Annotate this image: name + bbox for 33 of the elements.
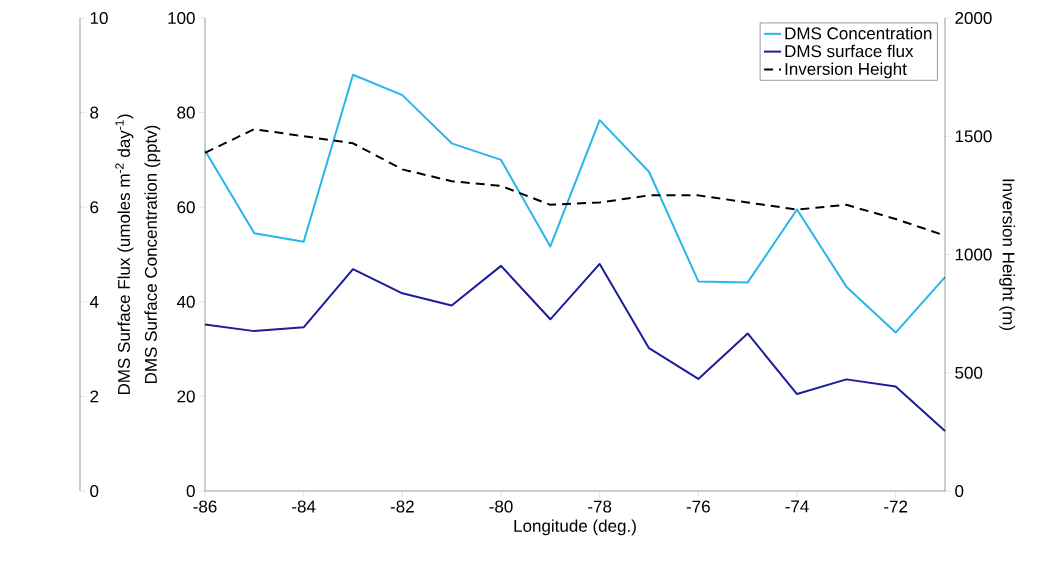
y-tick-label: 100 <box>168 11 195 25</box>
y-tick-label: 40 <box>176 295 195 308</box>
y3-tick-label: 2 <box>90 390 99 403</box>
y3-tick-label: 10 <box>90 11 108 25</box>
y-axis-title: DMS Surface Concentration (pptv) <box>144 125 161 384</box>
y2-tick-label: 0 <box>955 484 964 498</box>
y2-tick-label: 500 <box>955 366 983 379</box>
line-series <box>204 262 947 432</box>
y3-axis-title: DMS Surface Flux (umoles m$^{-2}$ day$^{-1}$) <box>115 114 134 395</box>
y2-tick-label: 1500 <box>955 130 992 143</box>
legend-label: DMS surface flux <box>785 44 914 58</box>
y-tick-label: 80 <box>177 106 195 119</box>
x-tick-label: -80 <box>489 500 513 513</box>
x-tick-label: -82 <box>390 500 414 513</box>
legend-label: Inversion Height <box>785 62 907 79</box>
y3-tick-label: 8 <box>90 106 99 119</box>
x-tick-label: -76 <box>686 500 710 513</box>
y3-tick-label: 4 <box>89 295 99 308</box>
y2-axis-title: Inversion Height (m) <box>999 179 1016 330</box>
y-tick-label: 0 <box>186 484 195 498</box>
y-tick-label: 20 <box>177 390 195 403</box>
y2-tick-label: 1000 <box>955 248 992 261</box>
x-tick-label: -74 <box>785 500 809 513</box>
y-tick-label: 60 <box>177 201 195 214</box>
x-tick-label: -86 <box>193 500 217 513</box>
y3-tick-label: 0 <box>90 484 99 498</box>
y3-tick-label: 6 <box>90 201 99 214</box>
legend-label: DMS Concentration <box>785 26 932 40</box>
x-tick-label: -78 <box>588 500 612 513</box>
x-axis-title: Longitude (deg.) <box>514 519 636 536</box>
y2-tick-label: 2000 <box>955 11 992 25</box>
x-tick-label: -84 <box>292 500 316 513</box>
x-tick-label: -72 <box>884 500 908 513</box>
